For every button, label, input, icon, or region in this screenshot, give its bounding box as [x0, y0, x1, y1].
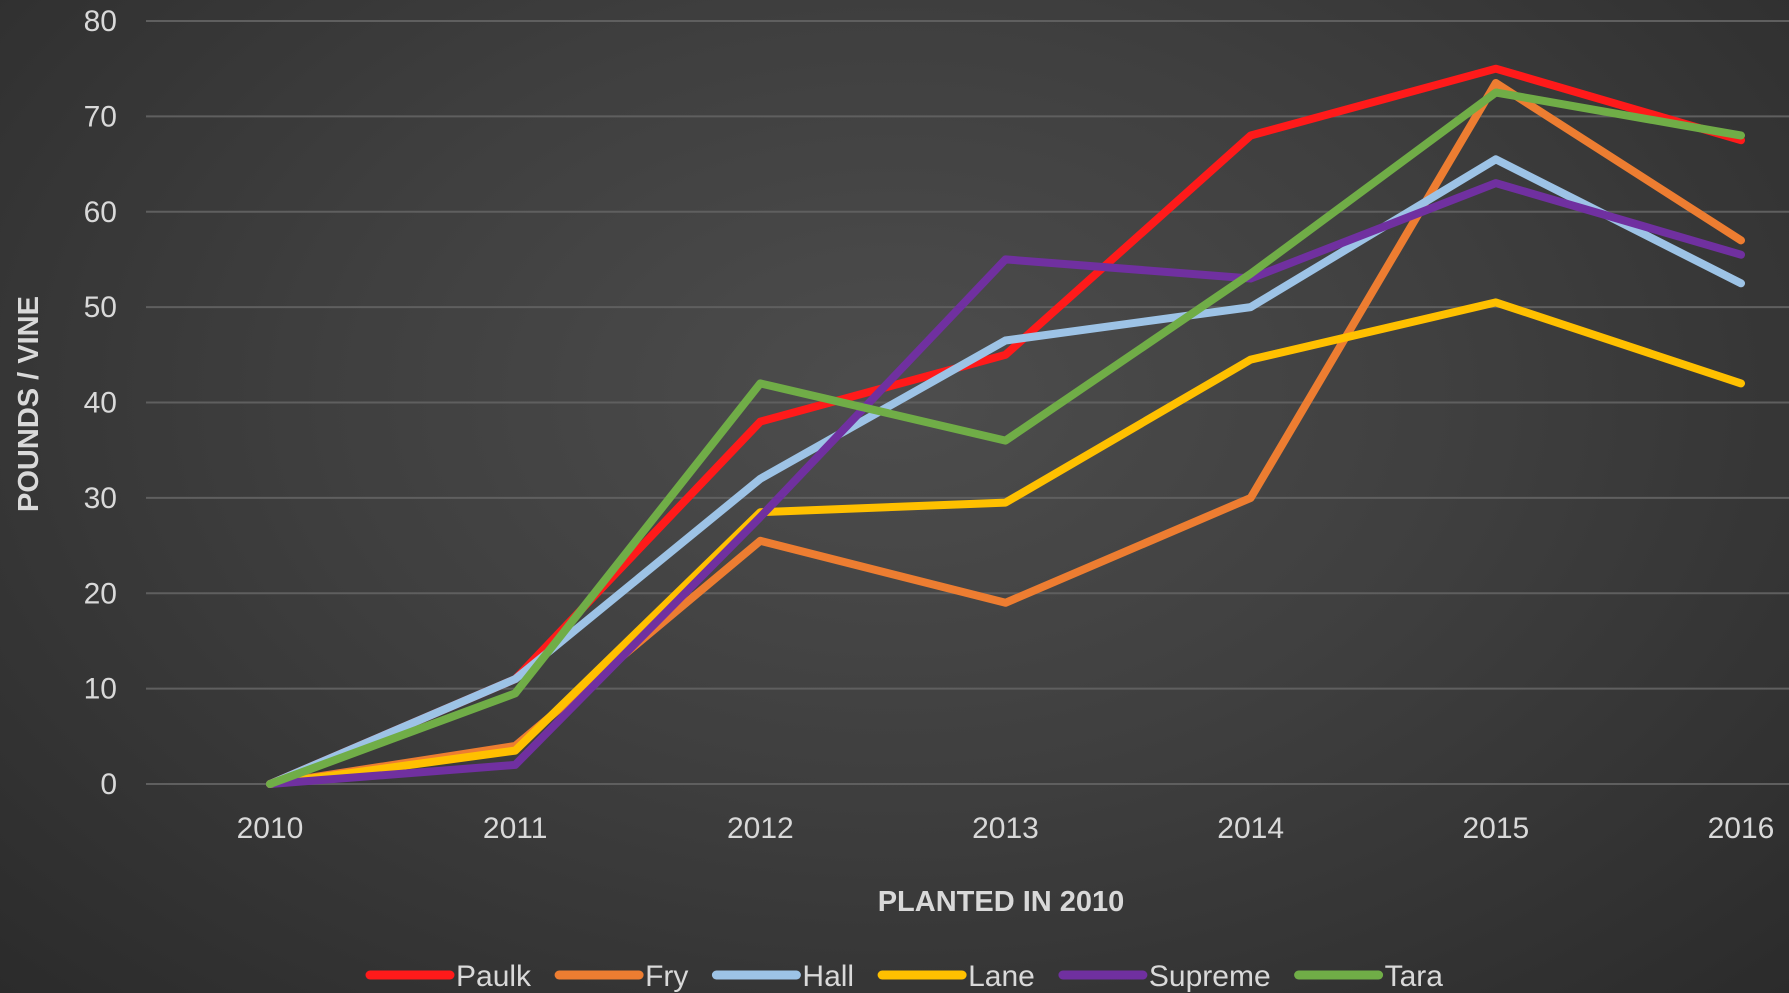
- y-axis-title: POUNDS / VINE: [13, 296, 45, 512]
- legend-label: Fry: [645, 960, 688, 993]
- legend-item-tara: Tara: [1294, 960, 1444, 993]
- series-line-hall: [266, 155, 1745, 788]
- x-axis-title: PLANTED IN 2010: [878, 886, 1125, 918]
- legend-item-paulk: Paulk: [365, 960, 532, 993]
- series-line-tara: [266, 88, 1745, 788]
- x-tick-label: 2012: [727, 812, 794, 845]
- legend-item-supreme: Supreme: [1058, 960, 1271, 993]
- legend-item-hall: Hall: [711, 960, 854, 993]
- legend: Paulk Fry Hall Lane Supreme Tara: [365, 960, 1444, 993]
- y-axis-ticks: 0 10 20 30 40 50 60 70 80: [84, 5, 117, 801]
- y-tick-label: 10: [84, 673, 117, 706]
- x-tick-label: 2010: [237, 812, 304, 845]
- x-tick-label: 2013: [972, 812, 1039, 845]
- x-tick-label: 2016: [1708, 812, 1775, 845]
- legend-item-lane: Lane: [877, 960, 1035, 993]
- x-axis-ticks: 2010 2011 2012 2013 2014 2015 2016: [237, 812, 1775, 845]
- legend-label: Supreme: [1149, 960, 1271, 993]
- x-tick-label: 2011: [483, 812, 548, 845]
- legend-label: Tara: [1385, 960, 1444, 993]
- series-line-lane: [266, 298, 1745, 788]
- y-tick-label: 0: [100, 768, 117, 801]
- y-tick-label: 70: [84, 100, 117, 133]
- y-tick-label: 40: [84, 387, 117, 420]
- y-tick-label: 60: [84, 196, 117, 229]
- y-tick-label: 30: [84, 482, 117, 515]
- gridlines: [146, 20, 1789, 785]
- y-tick-label: 80: [84, 5, 117, 38]
- legend-label: Paulk: [456, 960, 532, 993]
- y-tick-label: 50: [84, 291, 117, 324]
- x-tick-label: 2015: [1462, 812, 1529, 845]
- legend-label: Lane: [968, 960, 1035, 993]
- y-tick-label: 20: [84, 577, 117, 610]
- series-lines: [266, 64, 1745, 788]
- x-tick-label: 2014: [1217, 812, 1284, 845]
- legend-label: Hall: [802, 960, 854, 993]
- legend-item-fry: Fry: [554, 960, 688, 993]
- series-line-supreme: [266, 179, 1745, 788]
